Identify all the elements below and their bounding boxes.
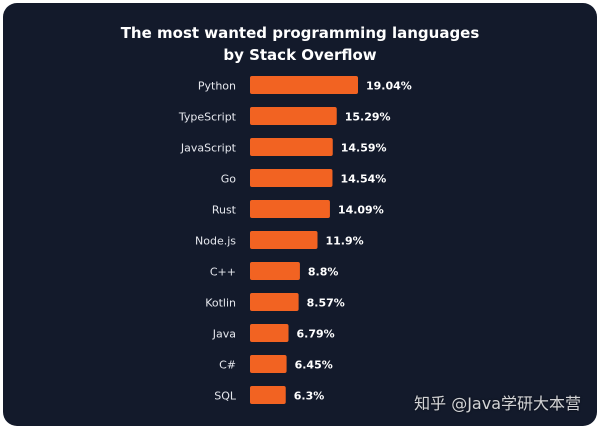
chart-title-line-1: The most wanted programming languages [120, 24, 480, 42]
chart-title-line-2: by Stack Overflow [223, 46, 377, 64]
category-label: Node.js [195, 235, 236, 248]
value-label: 8.57% [307, 297, 345, 310]
value-label: 11.9% [326, 235, 364, 248]
category-label: JavaScript [180, 142, 237, 155]
category-label: Java [212, 328, 236, 341]
value-label: 14.09% [338, 204, 384, 217]
bar [250, 355, 287, 373]
category-label: TypeScript [178, 111, 237, 124]
chart-title: The most wanted programming languages by… [3, 22, 597, 66]
category-label: C++ [210, 266, 236, 279]
bar [250, 324, 289, 342]
category-label: Go [221, 173, 237, 186]
chart-card: The most wanted programming languages by… [3, 3, 597, 426]
bar [250, 107, 337, 125]
category-label: Python [198, 80, 236, 93]
watermark: 知乎 @Java学研大本营 [414, 394, 581, 413]
category-label: Rust [212, 204, 237, 217]
value-label: 15.29% [345, 111, 391, 124]
bar [250, 76, 358, 94]
bar [250, 200, 330, 218]
bar [250, 138, 333, 156]
value-label: 8.8% [308, 266, 339, 279]
value-label: 14.59% [341, 142, 387, 155]
value-label: 6.3% [294, 390, 325, 403]
value-label: 14.54% [340, 173, 386, 186]
bar [250, 169, 333, 187]
category-label: C# [219, 359, 236, 372]
bar [250, 262, 300, 280]
value-label: 19.04% [366, 80, 412, 93]
bar [250, 386, 286, 404]
bar [250, 231, 318, 249]
value-label: 6.45% [295, 359, 333, 372]
bar-chart: Python 19.04% TypeScript 15.29% JavaScript 14… [178, 76, 412, 404]
bar [250, 293, 299, 311]
category-label: Kotlin [205, 297, 236, 310]
category-label: SQL [214, 390, 237, 403]
value-label: 6.79% [297, 328, 335, 341]
